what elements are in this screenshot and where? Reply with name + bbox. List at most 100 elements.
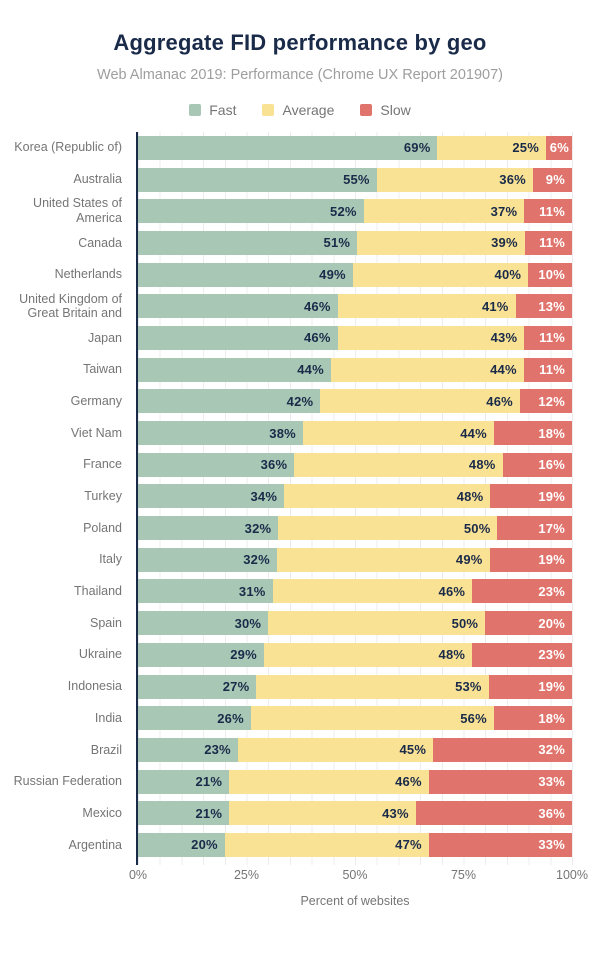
bar-segment-slow[interactable]: 32%: [433, 737, 572, 762]
bar-segment-slow[interactable]: 36%: [415, 801, 572, 826]
bar-segment-average[interactable]: 46%: [272, 579, 473, 604]
bar-segment-average[interactable]: 50%: [268, 611, 486, 636]
bar-segment-fast[interactable]: 69%: [138, 135, 438, 160]
x-axis: 0% 25% 50% 75% 100%: [0, 868, 600, 884]
bar-segment-fast[interactable]: 21%: [138, 769, 230, 794]
stacked-bar: 46% 41% 13%: [138, 294, 572, 319]
bar-value-label: 23%: [204, 742, 231, 758]
bar-segment-average[interactable]: 45%: [237, 737, 434, 762]
category-label: United Kingdom of Great Britain and: [19, 291, 122, 321]
bar-segment-average[interactable]: 43%: [337, 325, 525, 350]
bar-segment-slow[interactable]: 23%: [472, 579, 572, 604]
bar-segment-slow[interactable]: 11%: [524, 230, 572, 255]
legend-label: Slow: [380, 102, 411, 118]
bar-segment-fast[interactable]: 36%: [138, 452, 295, 477]
bar-segment-fast[interactable]: 31%: [138, 579, 273, 604]
bar-segment-fast[interactable]: 42%: [138, 389, 321, 414]
category-label: Turkey: [84, 489, 122, 504]
bar-segment-slow[interactable]: 20%: [485, 611, 572, 636]
bar-value-label: 30%: [234, 615, 262, 631]
bar-value-label: 36%: [538, 805, 565, 821]
bar-segment-slow[interactable]: 19%: [490, 484, 572, 509]
bar-segment-slow[interactable]: 6%: [545, 135, 572, 160]
stacked-bar: 49% 40% 10%: [138, 262, 572, 287]
category-label: Australia: [73, 172, 122, 187]
category-label: Thailand: [74, 584, 122, 599]
category-label: Spain: [90, 615, 122, 630]
legend-item-fast: Fast: [189, 102, 236, 118]
bar-segment-fast[interactable]: 44%: [138, 357, 331, 382]
bar-segment-fast[interactable]: 26%: [138, 706, 251, 731]
chart-row: Turkey 34% 48% 19%: [0, 481, 600, 513]
category-label: Italy: [99, 552, 122, 567]
bar-value-label: 48%: [468, 457, 496, 473]
category-label: Indonesia: [67, 679, 122, 694]
bar-segment-average[interactable]: 41%: [337, 294, 516, 319]
bar-segment-average[interactable]: 44%: [302, 421, 494, 446]
bar-segment-fast[interactable]: 23%: [138, 737, 238, 762]
legend-label: Fast: [209, 102, 237, 118]
bar-segment-fast[interactable]: 30%: [138, 611, 269, 636]
bar-segment-average[interactable]: 36%: [376, 167, 533, 192]
bar-segment-average[interactable]: 49%: [276, 547, 490, 572]
chart-row: Canada 51% 39% 11%: [0, 227, 600, 259]
bar-value-label: 12%: [538, 393, 565, 409]
bar-segment-fast[interactable]: 49%: [138, 262, 353, 287]
bar-segment-average[interactable]: 46%: [229, 769, 429, 794]
bar-segment-fast[interactable]: 34%: [138, 484, 285, 509]
bar-segment-average[interactable]: 53%: [256, 674, 489, 699]
bar-segment-fast[interactable]: 32%: [138, 547, 277, 572]
bar-segment-average[interactable]: 39%: [357, 230, 525, 255]
bar-segment-fast[interactable]: 51%: [138, 230, 358, 255]
bar-segment-average[interactable]: 50%: [278, 516, 498, 541]
bar-segment-slow[interactable]: 19%: [489, 547, 572, 572]
bar-segment-slow[interactable]: 12%: [519, 389, 572, 414]
bar-segment-slow[interactable]: 13%: [515, 294, 572, 319]
bar-segment-slow[interactable]: 17%: [497, 516, 572, 541]
bar-segment-fast[interactable]: 55%: [138, 167, 377, 192]
bar-segment-fast[interactable]: 20%: [138, 832, 225, 857]
bar-segment-fast[interactable]: 32%: [138, 516, 279, 541]
bar-segment-average[interactable]: 25%: [437, 135, 546, 160]
bar-segment-average[interactable]: 40%: [352, 262, 529, 287]
bar-value-label: 46%: [304, 330, 331, 346]
bar-segment-average[interactable]: 48%: [263, 642, 473, 667]
bar-segment-slow[interactable]: 18%: [493, 706, 572, 731]
bar-segment-slow[interactable]: 11%: [524, 199, 572, 224]
bar-segment-fast[interactable]: 46%: [138, 294, 338, 319]
bar-segment-fast[interactable]: 46%: [138, 325, 338, 350]
stacked-bar: 21% 46% 33%: [138, 769, 572, 794]
bar-value-label: 11%: [539, 330, 565, 346]
bar-segment-slow[interactable]: 33%: [428, 832, 572, 857]
bar-segment-slow[interactable]: 16%: [502, 452, 572, 477]
bar-segment-average[interactable]: 47%: [224, 832, 429, 857]
bar-segment-average[interactable]: 43%: [229, 801, 416, 826]
bar-segment-slow[interactable]: 11%: [524, 325, 572, 350]
category-label: Mexico: [82, 805, 122, 820]
bar-segment-slow[interactable]: 10%: [528, 262, 572, 287]
bar-segment-average[interactable]: 48%: [294, 452, 503, 477]
bar-value-label: 33%: [538, 837, 565, 853]
bar-segment-average[interactable]: 37%: [363, 199, 525, 224]
bar-segment-fast[interactable]: 27%: [138, 674, 257, 699]
chart-row: Brazil 23% 45% 32%: [0, 734, 600, 766]
bar-segment-slow[interactable]: 23%: [472, 642, 572, 667]
bar-segment-average[interactable]: 46%: [320, 389, 520, 414]
bar-segment-fast[interactable]: 29%: [138, 642, 264, 667]
bar-segment-slow[interactable]: 11%: [523, 357, 572, 382]
bar-segment-slow[interactable]: 18%: [493, 421, 572, 446]
chart-row: Thailand 31% 46% 23%: [0, 576, 600, 608]
bar-segment-average[interactable]: 44%: [330, 357, 524, 382]
bar-segment-fast[interactable]: 38%: [138, 421, 303, 446]
bar-segment-fast[interactable]: 52%: [138, 199, 364, 224]
bar-value-label: 49%: [319, 267, 346, 283]
bar-segment-slow[interactable]: 19%: [488, 674, 572, 699]
bar-segment-average[interactable]: 56%: [250, 706, 494, 731]
bar-segment-average[interactable]: 48%: [284, 484, 491, 509]
chart-row: Ukraine 29% 48% 23%: [0, 639, 600, 671]
bar-segment-fast[interactable]: 21%: [138, 801, 230, 826]
chart-row: Korea (Republic of) 69% 25% 6%: [0, 132, 600, 164]
bar-segment-slow[interactable]: 33%: [428, 769, 572, 794]
bar-segment-slow[interactable]: 9%: [532, 167, 572, 192]
bar-value-label: 32%: [243, 552, 270, 568]
